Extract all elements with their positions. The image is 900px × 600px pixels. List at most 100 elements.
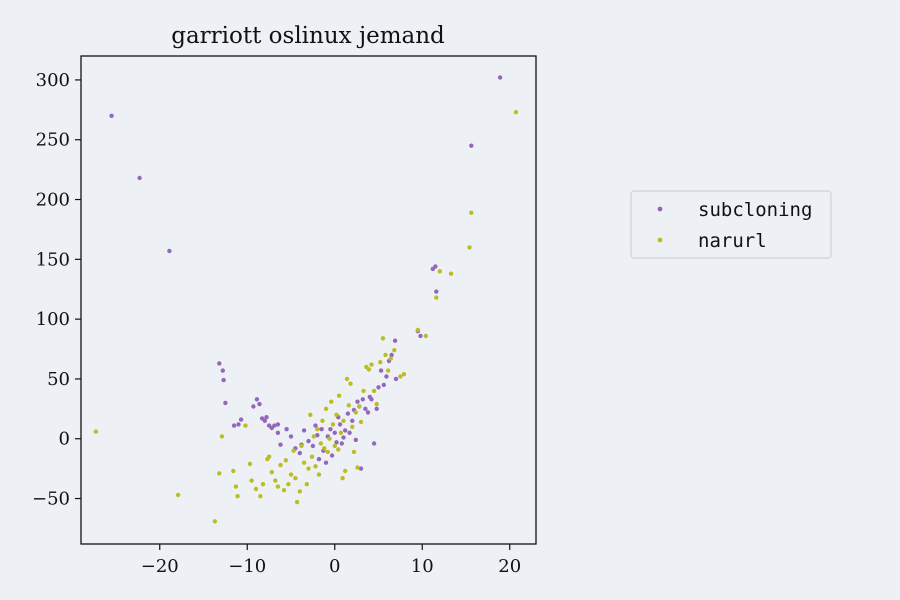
point-narurl [281, 488, 287, 493]
point-subcloning [393, 376, 399, 382]
point-narurl [385, 368, 391, 373]
legend-marker-subcloning [657, 206, 663, 212]
point-narurl [260, 482, 266, 487]
point-subcloning [217, 361, 222, 366]
point-subcloning [275, 422, 281, 427]
y-tick-label: 150 [36, 249, 70, 270]
x-tick-label: 0 [329, 556, 340, 577]
point-subcloning [306, 438, 311, 444]
point-subcloning [360, 397, 365, 402]
point-narurl [297, 489, 302, 494]
point-narurl [371, 388, 377, 394]
point-subcloning [315, 433, 320, 438]
point-narurl [235, 494, 240, 499]
series-narurl [93, 110, 519, 524]
point-narurl [340, 476, 345, 481]
point-narurl [351, 449, 357, 455]
series-subcloning [109, 75, 503, 471]
point-narurl [513, 110, 519, 115]
point-narurl [357, 404, 362, 409]
y-tick-label: 200 [36, 190, 70, 211]
point-subcloning [343, 428, 348, 433]
point-narurl [231, 468, 236, 474]
point-narurl [291, 448, 296, 453]
point-subcloning [384, 374, 389, 379]
y-tick-label: 250 [36, 130, 70, 151]
point-subcloning [297, 450, 302, 456]
point-subcloning [371, 441, 377, 446]
point-subcloning [381, 382, 386, 388]
point-subcloning [363, 406, 368, 411]
legend-marker-narurl [657, 237, 663, 243]
point-subcloning [345, 411, 351, 416]
point-narurl [322, 446, 327, 451]
legend-label-subcloning: subcloning [698, 199, 812, 221]
point-narurl [378, 360, 383, 365]
point-narurl [338, 430, 344, 435]
point-narurl [318, 441, 323, 446]
point-narurl [325, 449, 330, 455]
point-narurl [358, 419, 364, 425]
point-narurl [346, 403, 351, 408]
point-narurl [311, 434, 316, 439]
point-narurl [293, 476, 298, 481]
point-narurl [301, 460, 307, 465]
point-subcloning [316, 456, 322, 462]
point-subcloning [329, 453, 335, 458]
legend: subcloning narurl [630, 190, 832, 259]
point-subcloning [301, 428, 307, 433]
point-subcloning [284, 427, 289, 432]
point-subcloning [254, 397, 260, 402]
point-narurl [309, 454, 315, 459]
point-subcloning [328, 427, 333, 432]
point-narurl [383, 352, 388, 358]
point-narurl [380, 336, 386, 341]
point-subcloning [355, 399, 360, 404]
point-narurl [313, 464, 318, 469]
point-subcloning [238, 417, 244, 422]
point-subcloning [341, 435, 346, 440]
point-subcloning [223, 400, 228, 406]
point-narurl [423, 333, 428, 339]
y-tick-label: 300 [36, 70, 70, 91]
point-subcloning [264, 415, 269, 420]
point-narurl [219, 434, 225, 439]
point-subcloning [434, 289, 439, 294]
point-subcloning [109, 113, 114, 119]
point-subcloning [262, 418, 267, 423]
point-narurl [330, 422, 336, 427]
point-subcloning [376, 385, 381, 390]
point-subcloning [339, 441, 344, 446]
point-subcloning [278, 442, 283, 447]
point-subcloning [220, 368, 225, 373]
chart-title: garriott oslinux jemand [171, 23, 445, 49]
point-narurl [361, 388, 366, 394]
point-narurl [341, 418, 346, 423]
point-subcloning [310, 443, 316, 449]
point-narurl [278, 462, 283, 468]
point-subcloning [275, 430, 281, 435]
plot-frame [80, 55, 537, 545]
point-narurl [448, 271, 454, 276]
y-tick-label: 0 [59, 429, 70, 450]
point-subcloning [353, 437, 358, 443]
point-narurl [388, 356, 393, 361]
point-narurl [344, 376, 350, 382]
point-narurl [286, 482, 291, 487]
point-narurl [374, 401, 379, 407]
point-narurl [258, 494, 263, 499]
point-narurl [369, 362, 374, 367]
plot-marks [93, 75, 519, 524]
point-narurl [316, 472, 322, 477]
point-subcloning [236, 422, 241, 427]
point-subcloning [288, 434, 294, 439]
point-narurl [308, 412, 313, 417]
point-subcloning [313, 423, 318, 428]
point-subcloning [257, 401, 262, 407]
point-subcloning [389, 352, 394, 358]
point-subcloning [319, 427, 324, 432]
point-narurl [401, 372, 407, 377]
point-narurl [392, 348, 397, 353]
point-narurl [348, 381, 353, 386]
point-narurl [434, 295, 439, 300]
